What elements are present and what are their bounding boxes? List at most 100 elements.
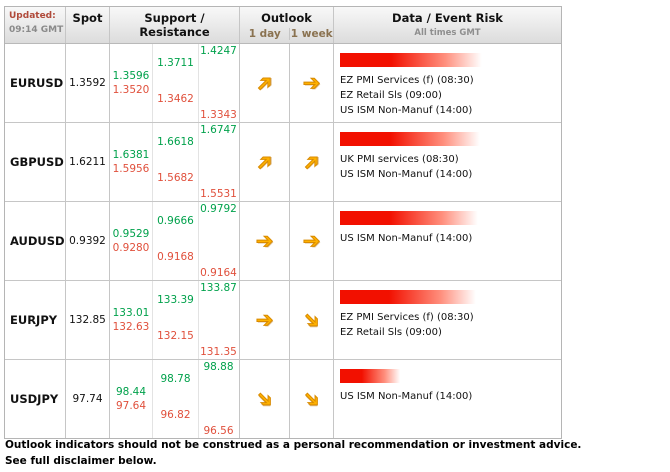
- data-event-risk-header: Data / Event Risk All times GMT: [333, 7, 561, 43]
- support-1: 0.9280: [112, 242, 150, 254]
- sr-near-column: 1.3596 1.3520: [110, 44, 152, 122]
- sr-near-column: 1.6381 1.5956: [110, 123, 152, 201]
- support-3: 96.56: [203, 425, 234, 437]
- outlook-1day-cell: ➔: [239, 123, 289, 201]
- outlook-1day-arrow-icon: ➔: [255, 228, 274, 253]
- resistance-1: 0.9529: [112, 228, 150, 240]
- resistance-1: 133.01: [112, 307, 150, 319]
- outlook-1day-arrow-icon: ➔: [249, 146, 279, 177]
- outlook-1week-cell: ➔: [289, 202, 333, 280]
- support-3: 0.9164: [200, 267, 237, 279]
- outlook-1week-arrow-icon: ➔: [302, 228, 321, 253]
- spot-value: 132.85: [65, 281, 109, 359]
- sr-near-column: 133.01 132.63: [110, 281, 152, 359]
- sr-far-column: 98.88 96.56: [199, 360, 238, 438]
- outlook-1week-arrow-icon: ➔: [302, 70, 321, 95]
- spot-value: 0.9392: [65, 202, 109, 280]
- resistance-3: 1.6747: [200, 124, 237, 136]
- outlook-header: Outlook 1 day 1 week: [239, 7, 333, 43]
- risk-bar: [340, 53, 487, 67]
- event-risk-cell: EZ PMI Services (f) (08:30) EZ Retail Sl…: [333, 281, 561, 359]
- outlook-subheader: 1 day 1 week: [240, 28, 333, 40]
- support-1: 1.5956: [112, 163, 150, 175]
- spot-value: 1.3592: [65, 44, 109, 122]
- outlook-1day-arrow-icon: ➔: [250, 383, 280, 414]
- event-risk-cell: US ISM Non-Manuf (14:00): [333, 360, 561, 438]
- risk-bar: [340, 211, 482, 225]
- event-item: UK PMI services (08:30): [340, 154, 459, 165]
- resistance-2: 1.6618: [157, 136, 194, 148]
- updated-time: 09:14 GMT: [9, 25, 64, 35]
- outlook-1week-cell: ➔: [289, 281, 333, 359]
- table-row: EURUSD 1.3592 1.3596 1.3520 1.3711 1.346…: [5, 44, 561, 123]
- sr-far-column: 1.4247 1.3343: [199, 44, 238, 122]
- resistance-2: 0.9666: [157, 215, 194, 227]
- disclaimer-line1: Outlook indicators should not be constru…: [5, 439, 582, 451]
- outlook-1day-cell: ➔: [239, 202, 289, 280]
- outlook-1week-cell: ➔: [289, 360, 333, 438]
- one-week-label: 1 week: [289, 28, 333, 40]
- resistance-3: 98.88: [203, 361, 234, 373]
- resistance-1: 98.44: [115, 386, 147, 398]
- support-resistance-cell: 98.44 97.64 98.78 96.82 98.88 96.56: [109, 360, 239, 438]
- risk-bar: [340, 132, 485, 146]
- support-3: 1.5531: [200, 188, 237, 200]
- support-resistance-cell: 1.3596 1.3520 1.3711 1.3462 1.4247 1.334…: [109, 44, 239, 122]
- outlook-1day-arrow-icon: ➔: [249, 67, 279, 98]
- table-row: AUDUSD 0.9392 0.9529 0.9280 0.9666 0.916…: [5, 202, 561, 281]
- support-3: 1.3343: [200, 109, 237, 121]
- resistance-3: 1.4247: [200, 45, 237, 57]
- resistance-1: 1.3596: [112, 70, 150, 82]
- support-resistance-cell: 133.01 132.63 133.39 132.15 133.87 131.3…: [109, 281, 239, 359]
- all-times-label: All times GMT: [414, 28, 481, 38]
- one-day-label: 1 day: [248, 28, 281, 40]
- table-row: USDJPY 97.74 98.44 97.64 98.78 96.82 98.…: [5, 360, 561, 438]
- resistance-2: 133.39: [157, 294, 194, 306]
- risk-bar: [340, 290, 480, 304]
- event-item: US ISM Non-Manuf (14:00): [340, 105, 473, 116]
- event-risk-cell: EZ PMI Services (f) (08:30) EZ Retail Sl…: [333, 44, 561, 122]
- sr-mid-column: 1.3711 1.3462: [152, 44, 199, 122]
- sr-mid-column: 98.78 96.82: [152, 360, 199, 438]
- support-3: 131.35: [200, 346, 237, 358]
- spot-value: 1.6211: [65, 123, 109, 201]
- outlook-1week-cell: ➔: [289, 123, 333, 201]
- event-item: EZ Retail Sls (09:00): [340, 90, 442, 101]
- fx-outlook-table: Updated: 09:14 GMT Spot Support / Resist…: [4, 6, 562, 439]
- resistance-3: 133.87: [200, 282, 237, 294]
- resistance-3: 0.9792: [200, 203, 237, 215]
- pair-name: EURUSD: [10, 76, 64, 90]
- outlook-1day-cell: ➔: [239, 281, 289, 359]
- sr-near-column: 0.9529 0.9280: [110, 202, 152, 280]
- outlook-1day-cell: ➔: [239, 360, 289, 438]
- data-event-risk-label: Data / Event Risk: [392, 11, 503, 25]
- outlook-1day-cell: ➔: [239, 44, 289, 122]
- spot-value: 97.74: [65, 360, 109, 438]
- table-row: EURJPY 132.85 133.01 132.63 133.39 132.1…: [5, 281, 561, 360]
- outlook-1day-arrow-icon: ➔: [255, 307, 274, 332]
- support-resistance-cell: 0.9529 0.9280 0.9666 0.9168 0.9792 0.916…: [109, 202, 239, 280]
- outlook-1week-cell: ➔: [289, 44, 333, 122]
- disclaimer-line2: See full disclaimer below.: [5, 455, 157, 467]
- pair-name: GBPUSD: [10, 155, 64, 169]
- resistance-2: 98.78: [160, 373, 191, 385]
- sr-near-column: 98.44 97.64: [110, 360, 152, 438]
- event-item: US ISM Non-Manuf (14:00): [340, 169, 473, 180]
- table-header: Updated: 09:14 GMT Spot Support / Resist…: [5, 7, 561, 44]
- sr-mid-column: 133.39 132.15: [152, 281, 199, 359]
- support-1: 1.3520: [112, 84, 150, 96]
- support-2: 96.82: [160, 409, 191, 421]
- sr-far-column: 0.9792 0.9164: [199, 202, 238, 280]
- event-item: US ISM Non-Manuf (14:00): [340, 233, 473, 244]
- sr-mid-column: 1.6618 1.5682: [152, 123, 199, 201]
- event-item: US ISM Non-Manuf (14:00): [340, 391, 473, 402]
- resistance-2: 1.3711: [157, 57, 194, 69]
- event-risk-cell: UK PMI services (08:30) US ISM Non-Manuf…: [333, 123, 561, 201]
- disclaimer: Outlook indicators should not be constru…: [5, 437, 645, 469]
- support-1: 132.63: [112, 321, 150, 333]
- event-risk-cell: US ISM Non-Manuf (14:00): [333, 202, 561, 280]
- sr-mid-column: 0.9666 0.9168: [152, 202, 199, 280]
- updated-cell: Updated: 09:14 GMT: [5, 7, 65, 43]
- support-2: 1.5682: [157, 172, 194, 184]
- event-item: EZ Retail Sls (09:00): [340, 327, 442, 338]
